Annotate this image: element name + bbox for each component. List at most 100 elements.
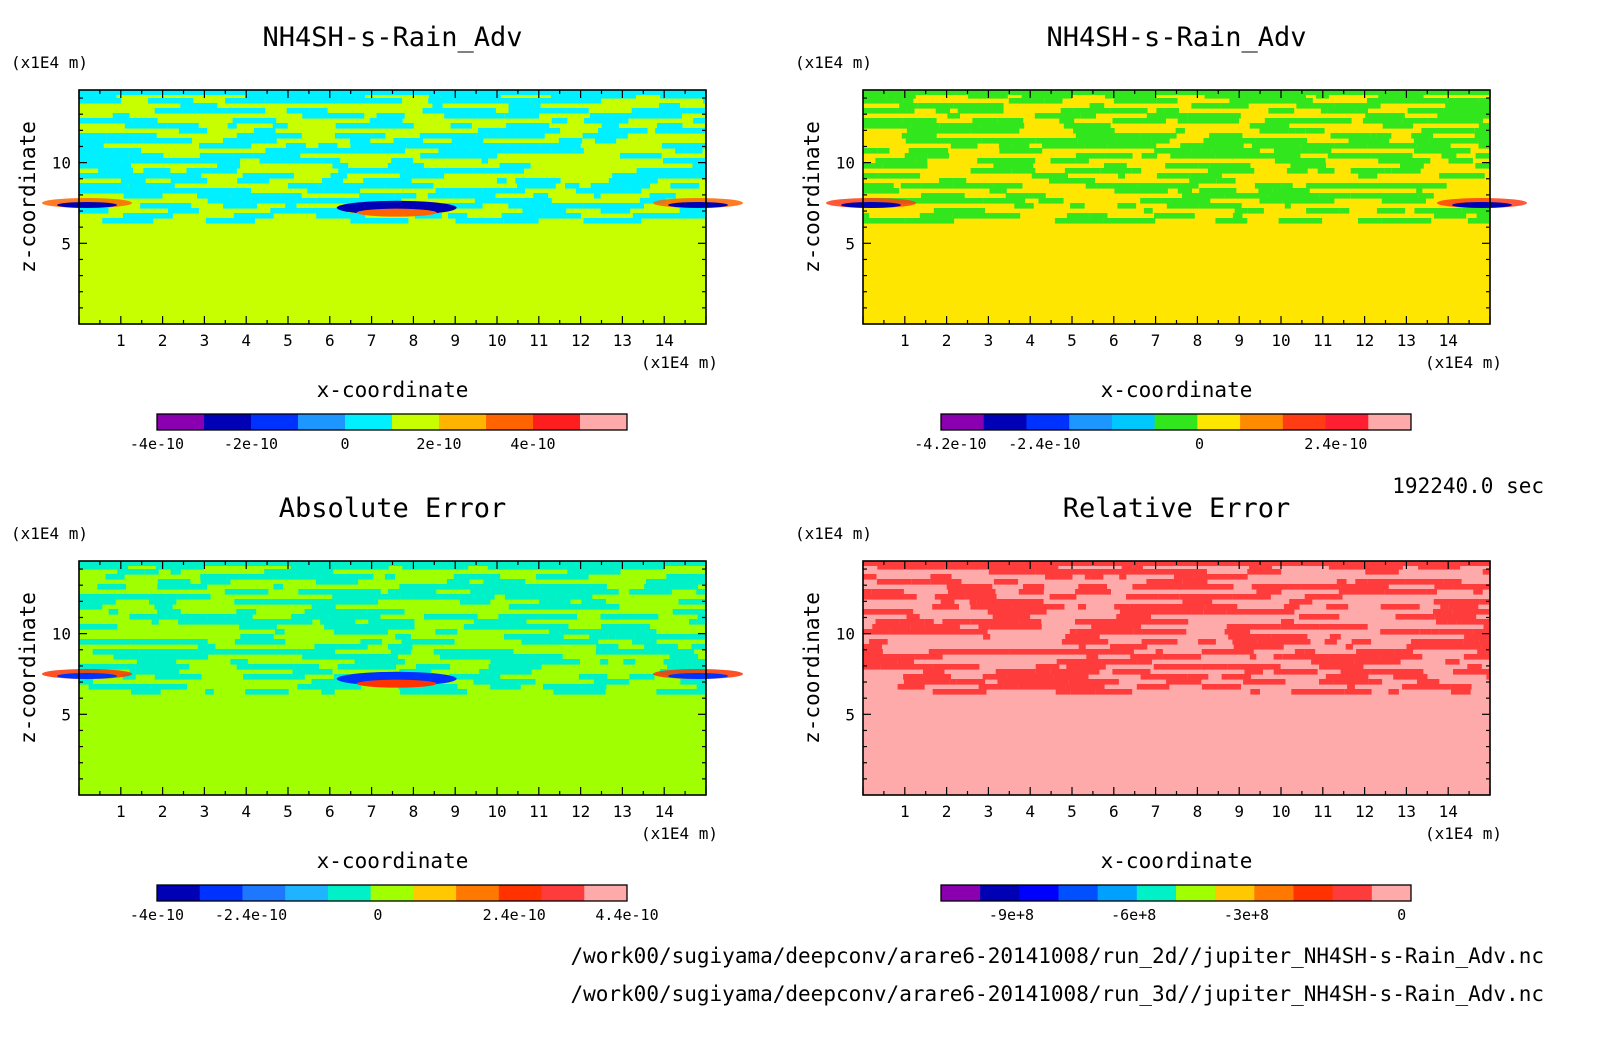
field-patch (298, 589, 346, 595)
field-patch (506, 123, 550, 129)
field-patch (540, 143, 581, 149)
field-patch (1407, 108, 1444, 114)
field-patch (677, 664, 688, 670)
field-patch (354, 213, 366, 219)
field-patch (1180, 569, 1207, 575)
field-patch (1477, 649, 1487, 655)
field-patch (129, 614, 180, 620)
field-patch (636, 168, 685, 174)
field-patch (450, 123, 472, 129)
field-patch (939, 624, 960, 630)
field-patch (863, 93, 887, 99)
field-patch (903, 98, 914, 104)
field-patch (222, 188, 251, 194)
field-patch (1055, 689, 1071, 695)
field-patch (1402, 118, 1429, 124)
footer-file-path-1: /work00/sugiyama/deepconv/arare6-2014100… (570, 944, 1544, 968)
field-patch (401, 193, 417, 199)
field-patch (516, 624, 569, 630)
field-patch (685, 168, 703, 174)
field-patch (863, 594, 917, 600)
field-patch (1388, 689, 1399, 695)
field-patch (178, 619, 210, 625)
field-patch (401, 639, 421, 645)
field-patch (1070, 689, 1095, 695)
field-patch (1329, 654, 1381, 660)
field-patch (1339, 208, 1350, 214)
colorbar-segment (1026, 414, 1070, 430)
field-patch (128, 594, 178, 600)
field-patch (1243, 93, 1254, 99)
field-patch (612, 173, 661, 179)
field-patch (1296, 103, 1335, 109)
colorbar-segment (983, 414, 1027, 430)
field-patch (1105, 619, 1136, 625)
x-unit-label: (x1E4 m) (1425, 824, 1502, 843)
field-patch (626, 188, 642, 194)
field-patch (1049, 594, 1077, 600)
field-patch (504, 594, 557, 600)
colorbar-segment (533, 414, 581, 430)
field-patch (1117, 203, 1137, 209)
field-patch (1272, 609, 1295, 615)
field-patch (600, 614, 635, 620)
colorbar-segment (498, 885, 543, 901)
x-tick-label: 10 (1271, 331, 1290, 350)
field-patch (508, 103, 535, 109)
field-patch (239, 624, 277, 630)
field-patch (1168, 183, 1199, 189)
field-patch (125, 188, 178, 194)
field-patch (876, 579, 912, 585)
field-patch (1075, 158, 1089, 164)
field-patch (350, 148, 357, 154)
field-patch (197, 193, 231, 199)
field-patch (427, 193, 454, 199)
field-patch (1165, 163, 1199, 169)
field-patch (1284, 203, 1291, 209)
field-patch (1129, 604, 1155, 610)
field-patch (1445, 659, 1460, 665)
field-patch (274, 629, 285, 635)
field-patch (930, 574, 952, 580)
field-patch (79, 163, 132, 169)
field-patch (1014, 203, 1034, 209)
colorbar-segment (541, 885, 585, 901)
field-patch (1203, 138, 1256, 144)
field-patch (953, 183, 994, 189)
field-patch (311, 604, 336, 610)
field-patch (932, 664, 980, 670)
field-patch (1273, 669, 1318, 675)
field-patch (697, 614, 706, 620)
field-patch (1180, 143, 1202, 149)
field-patch (660, 173, 667, 179)
field-patch (583, 218, 616, 224)
field-patch (1414, 148, 1452, 154)
field-patch (142, 138, 192, 144)
field-patch (524, 143, 541, 149)
field-patch (92, 649, 124, 655)
field-patch (1132, 584, 1185, 590)
feature-left-core (57, 672, 117, 679)
field-patch (1155, 649, 1163, 655)
field-patch (199, 153, 233, 159)
field-patch (628, 649, 658, 655)
field-patch (1475, 153, 1490, 159)
field-patch (1107, 133, 1141, 139)
field-patch (1137, 183, 1169, 189)
field-patch (1315, 614, 1333, 620)
field-patch (1247, 569, 1282, 575)
field-patch (428, 98, 455, 104)
field-patch (449, 674, 485, 680)
field-patch (1089, 213, 1108, 219)
x-tick-label: 9 (450, 802, 460, 821)
field-patch (911, 619, 925, 625)
field-patch (200, 574, 254, 580)
field-patch (970, 604, 1013, 610)
field-patch (1136, 684, 1170, 690)
field-patch (151, 158, 201, 164)
field-patch (524, 679, 536, 685)
field-patch (1053, 674, 1069, 680)
field-patch (1224, 629, 1251, 635)
x-tick-label: 10 (487, 331, 506, 350)
field-patch (1044, 98, 1063, 104)
